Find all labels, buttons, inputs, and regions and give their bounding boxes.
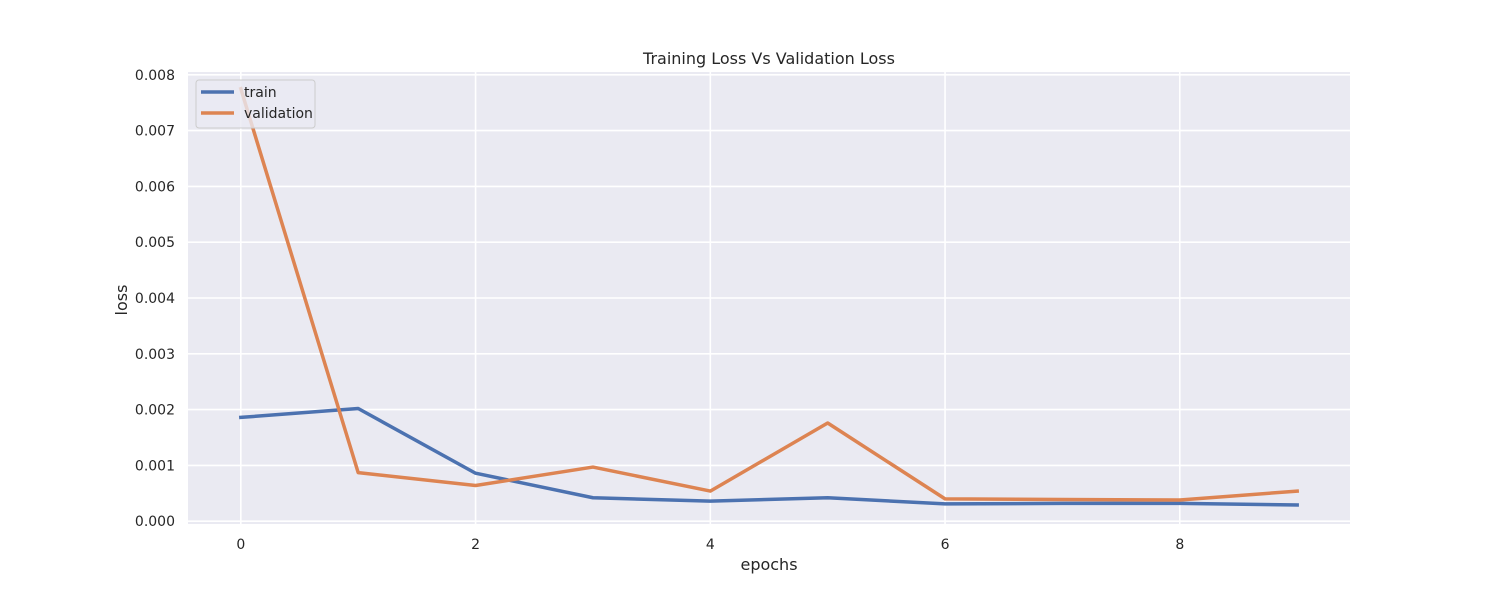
x-axis-label: epochs — [740, 555, 797, 574]
series-lines — [238, 86, 1300, 507]
grid-lines — [188, 72, 1350, 524]
y-tick-label: 0.006 — [135, 179, 175, 195]
chart-title: Training Loss Vs Validation Loss — [642, 49, 895, 68]
y-tick-label: 0.000 — [135, 514, 175, 530]
x-tick-label: 0 — [236, 537, 245, 553]
y-tick-label: 0.003 — [135, 347, 175, 363]
legend: train validation — [195, 79, 316, 129]
series-line-validation — [238, 86, 1300, 502]
legend-label-validation: validation — [244, 106, 313, 122]
legend-label-train: train — [244, 85, 277, 101]
y-axis-label: loss — [112, 285, 131, 316]
x-tick-label: 2 — [471, 537, 480, 553]
x-tick-labels: 0 2 4 6 8 — [236, 537, 1184, 553]
x-tick-label: 6 — [941, 537, 950, 553]
y-tick-label: 0.007 — [135, 124, 175, 140]
x-tick-label: 8 — [1175, 537, 1184, 553]
y-tick-label: 0.005 — [135, 235, 175, 251]
y-tick-label: 0.001 — [135, 458, 175, 474]
x-tick-label: 4 — [706, 537, 715, 553]
y-tick-labels: 0.000 0.001 0.002 0.003 0.004 0.005 0.006 0.007… — [135, 68, 175, 530]
y-tick-label: 0.004 — [135, 291, 175, 307]
y-tick-label: 0.008 — [135, 68, 175, 84]
series-line-train — [238, 406, 1299, 507]
y-tick-label: 0.002 — [135, 403, 175, 419]
